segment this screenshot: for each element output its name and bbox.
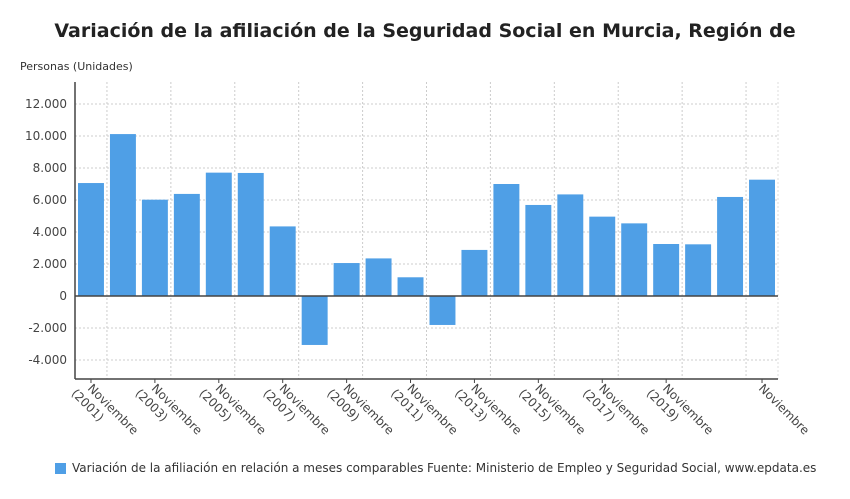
bar	[78, 183, 104, 296]
bar	[429, 296, 456, 325]
y-tick-label: 4.000	[33, 225, 67, 239]
bar	[685, 244, 712, 296]
chart-title: Variación de la afiliación de la Segurid…	[54, 20, 796, 42]
x-tick-label: Noviembre(2009)	[324, 376, 396, 448]
bar	[269, 226, 296, 296]
y-axis-label: Personas (Unidades)	[20, 60, 133, 73]
x-tick-label: Noviembre(2013)	[452, 376, 524, 448]
bar	[749, 179, 775, 296]
x-tick-label: Noviembre(2007)	[260, 376, 332, 448]
y-tick-label: 0	[59, 289, 67, 303]
bar	[141, 199, 168, 296]
bar	[621, 223, 648, 296]
y-tick-label: -2.000	[28, 321, 67, 335]
bar	[205, 172, 232, 296]
legend-label: Variación de la afiliación en relación a…	[72, 461, 424, 475]
x-tick-label: Noviembre	[756, 381, 812, 437]
bar	[461, 249, 488, 296]
y-tick-label: -4.000	[28, 353, 67, 367]
legend: Variación de la afiliación en relación a…	[55, 461, 424, 475]
bar	[493, 184, 520, 296]
x-tick-label: Noviembre(2011)	[388, 376, 460, 448]
x-tick-label: Noviembre(2017)	[580, 376, 652, 448]
y-tick-label: 12.000	[25, 97, 67, 111]
y-tick-label: 8.000	[33, 161, 67, 175]
x-tick-label: Noviembre(2003)	[133, 376, 205, 448]
bar	[589, 216, 616, 296]
bar	[237, 172, 264, 296]
bar	[173, 193, 200, 296]
bar	[301, 296, 328, 345]
y-tick-label: 2.000	[33, 257, 67, 271]
bar	[333, 263, 360, 296]
x-tick-label: Noviembre(2005)	[196, 376, 268, 448]
x-tick-label: Noviembre(2015)	[516, 376, 588, 448]
bar	[653, 244, 680, 296]
legend-swatch	[55, 462, 66, 474]
bar	[365, 258, 392, 296]
bar	[717, 196, 744, 296]
bar	[525, 204, 552, 296]
y-tick-label: 6.000	[33, 193, 67, 207]
x-tick-label: Noviembre(2001)	[69, 376, 141, 448]
source-note: Fuente: Ministerio de Empleo y Seguridad…	[427, 461, 817, 475]
bar	[109, 134, 136, 296]
bar	[397, 277, 424, 296]
bar	[557, 194, 584, 296]
x-tick-label: Noviembre(2019)	[644, 376, 716, 448]
y-tick-label: 10.000	[25, 129, 67, 143]
